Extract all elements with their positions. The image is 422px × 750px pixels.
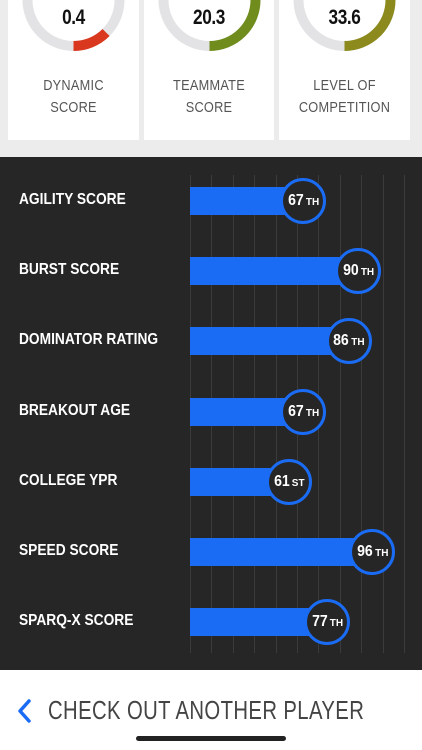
percentile-value: 67 bbox=[288, 402, 304, 420]
percentile-suffix: ST bbox=[291, 477, 305, 489]
percentile-badge: 77 TH bbox=[304, 599, 351, 646]
percentile-badge: 61 ST bbox=[265, 458, 312, 505]
metric-bar bbox=[190, 538, 373, 566]
percentile-badge: 67 TH bbox=[280, 388, 327, 435]
metric-label: COLLEGE YPR bbox=[19, 471, 118, 489]
percentile-suffix: TH bbox=[329, 618, 344, 630]
summary-cards: 0.4 DYNAMIC SCORE 20.3 TEAMMATE SCORE 33… bbox=[0, 0, 422, 157]
level-of-competition-gauge bbox=[293, 0, 396, 51]
metric-bar bbox=[190, 327, 349, 356]
percentile-value: 61 bbox=[274, 472, 290, 490]
dynamic-score-label: DYNAMIC SCORE bbox=[18, 75, 129, 119]
dynamic-score-card: 0.4 DYNAMIC SCORE bbox=[8, 0, 139, 140]
level-of-competition-label-line1: LEVEL OF bbox=[313, 77, 376, 94]
percentile-suffix: TH bbox=[305, 197, 320, 208]
percentile-badge: 67 TH bbox=[280, 178, 327, 224]
percentile-suffix: TH bbox=[375, 548, 389, 559]
metric-label: SPARQ-X SCORE bbox=[19, 612, 134, 630]
percentile-suffix: TH bbox=[360, 267, 375, 279]
percentile-value: 86 bbox=[333, 332, 350, 350]
teammate-score-value: 20.3 bbox=[193, 6, 225, 29]
teammate-score-label: TEAMMATE SCORE bbox=[154, 75, 265, 119]
percentile-badge: 86 TH bbox=[325, 318, 372, 365]
percentile-badge: 96 TH bbox=[349, 529, 396, 575]
chevron-left-icon[interactable] bbox=[14, 697, 36, 725]
percentile-chart-panel: AGILITY SCORE 67 TH BURST SCORE 90 TH DOMINATO… bbox=[0, 157, 422, 670]
dynamic-score-value: 0.4 bbox=[62, 6, 85, 29]
level-of-competition-label: LEVEL OF COMPETITION bbox=[289, 75, 400, 119]
level-of-competition-card: 33.6 LEVEL OF COMPETITION bbox=[279, 0, 410, 140]
level-of-competition-label-line2: COMPETITION bbox=[298, 99, 391, 116]
teammate-score-label-line1: TEAMMATE bbox=[173, 77, 245, 94]
teammate-score-gauge bbox=[158, 0, 261, 51]
teammate-score-card: 20.3 TEAMMATE SCORE bbox=[144, 0, 274, 140]
dynamic-score-gauge bbox=[22, 0, 125, 51]
grid-line bbox=[404, 175, 405, 653]
percentile-value: 67 bbox=[288, 192, 304, 209]
percentile-value: 96 bbox=[357, 543, 374, 560]
percentile-suffix: TH bbox=[305, 407, 320, 419]
metric-label: BURST SCORE bbox=[19, 261, 120, 279]
teammate-score-label-line2: SCORE bbox=[185, 99, 233, 116]
grid-line bbox=[361, 175, 363, 653]
grid-line bbox=[382, 175, 384, 653]
metric-label: SPEED SCORE bbox=[19, 542, 119, 559]
dynamic-score-label-line2: SCORE bbox=[50, 99, 97, 116]
grid-line bbox=[339, 175, 341, 653]
home-indicator bbox=[136, 736, 286, 741]
metric-label: AGILITY SCORE bbox=[19, 191, 126, 208]
level-of-competition-value: 33.6 bbox=[328, 6, 361, 29]
check-out-another-player-link[interactable]: CHECK OUT ANOTHER PLAYER bbox=[48, 695, 365, 725]
percentile-value: 77 bbox=[312, 613, 328, 631]
metric-label: DOMINATOR RATING bbox=[19, 331, 159, 349]
dynamic-score-label-line1: DYNAMIC bbox=[43, 77, 104, 94]
percentile-badge: 90 TH bbox=[335, 248, 382, 295]
percentile-value: 90 bbox=[343, 262, 359, 280]
percentile-suffix: TH bbox=[351, 337, 365, 349]
metric-bar bbox=[190, 257, 359, 286]
metric-label: BREAKOUT AGE bbox=[19, 401, 131, 419]
